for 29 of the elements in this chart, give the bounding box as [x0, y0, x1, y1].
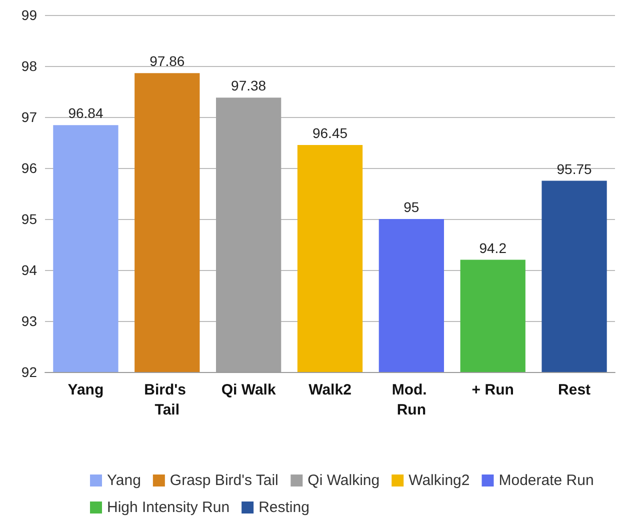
legend-label: Walking2: [408, 472, 470, 489]
x-tick-label: Bird's Tail: [144, 382, 190, 418]
y-tick-label: 93: [21, 313, 38, 329]
x-tick-label: Qi Walk: [221, 382, 276, 398]
data-label: 94.2: [479, 240, 507, 256]
legend-label: Resting: [258, 499, 310, 516]
legend-label: Grasp Bird's Tail: [170, 472, 278, 489]
legend-label: Qi Walking: [308, 472, 380, 489]
y-tick-label: 99: [21, 7, 38, 23]
y-tick-label: 97: [21, 109, 38, 125]
data-label: 97.38: [231, 78, 266, 94]
x-tick-label: + Run: [472, 382, 514, 398]
data-label: 95.75: [556, 160, 592, 177]
data-label: 96.45: [312, 125, 348, 142]
legend-label: Moderate Run: [498, 472, 594, 489]
y-tick-label: 96: [21, 160, 38, 176]
y-tick-label: 98: [21, 58, 38, 74]
data-label: 96.84: [68, 105, 104, 122]
x-tick-label: Rest: [558, 382, 591, 398]
y-tick-label: 92: [21, 364, 38, 380]
x-tick-label: Walk2: [308, 382, 352, 398]
legend-label: Yang: [107, 472, 141, 489]
data-label: 97.86: [150, 53, 185, 70]
x-tick-label: Yang: [68, 382, 104, 398]
data-label: 95: [404, 199, 420, 215]
x-tick-label: Mod. Run: [392, 382, 432, 418]
legend-label: High Intensity Run: [107, 499, 230, 516]
y-tick-label: 95: [21, 211, 38, 227]
y-tick-label: 94: [21, 262, 38, 278]
